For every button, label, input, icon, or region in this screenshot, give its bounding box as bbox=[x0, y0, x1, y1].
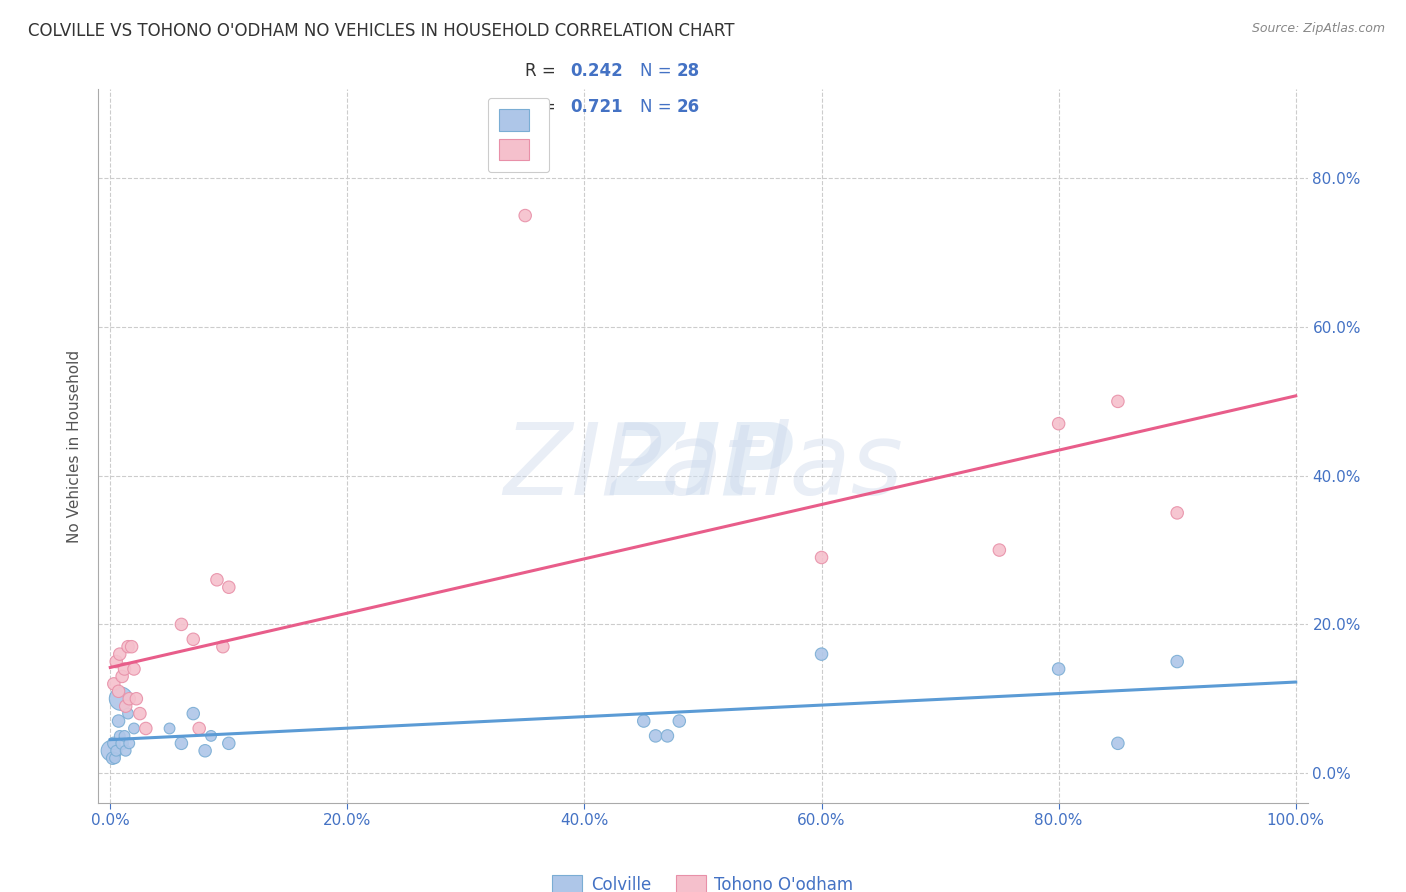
Point bbox=[218, 580, 240, 594]
Point bbox=[170, 736, 193, 750]
Text: 26: 26 bbox=[676, 98, 700, 116]
Text: R =: R = bbox=[526, 98, 555, 116]
Point bbox=[104, 751, 127, 765]
Point bbox=[1166, 655, 1188, 669]
Point bbox=[114, 662, 136, 676]
Point bbox=[218, 736, 240, 750]
Point bbox=[1107, 394, 1129, 409]
Text: N =: N = bbox=[640, 62, 672, 80]
Point bbox=[103, 736, 125, 750]
Point bbox=[111, 669, 134, 683]
Text: ZIPatlas: ZIPatlas bbox=[503, 419, 903, 516]
Point bbox=[212, 640, 235, 654]
Text: 28: 28 bbox=[676, 62, 700, 80]
Point bbox=[181, 706, 204, 721]
Point bbox=[117, 640, 139, 654]
Text: 0.721: 0.721 bbox=[569, 98, 623, 116]
Point bbox=[110, 691, 132, 706]
Point bbox=[108, 647, 131, 661]
Point bbox=[105, 655, 128, 669]
Point bbox=[114, 729, 136, 743]
Point bbox=[103, 677, 125, 691]
Point bbox=[105, 744, 128, 758]
Point bbox=[988, 543, 1011, 558]
Point bbox=[810, 647, 832, 661]
Point bbox=[122, 662, 145, 676]
Point bbox=[129, 706, 152, 721]
Point bbox=[633, 714, 655, 728]
Point bbox=[100, 744, 122, 758]
Point bbox=[114, 699, 136, 714]
Text: 0.242: 0.242 bbox=[569, 62, 623, 80]
Text: Source: ZipAtlas.com: Source: ZipAtlas.com bbox=[1251, 22, 1385, 36]
Point bbox=[122, 722, 145, 736]
Point bbox=[159, 722, 181, 736]
Point bbox=[118, 691, 141, 706]
Text: R =: R = bbox=[526, 62, 555, 80]
Point bbox=[1047, 662, 1070, 676]
Point bbox=[644, 729, 666, 743]
Point bbox=[114, 744, 136, 758]
Legend: Colville, Tohono O'odham: Colville, Tohono O'odham bbox=[546, 868, 860, 892]
Point bbox=[170, 617, 193, 632]
Point bbox=[107, 714, 129, 728]
Point bbox=[108, 729, 131, 743]
Point bbox=[205, 573, 228, 587]
Point bbox=[668, 714, 690, 728]
Point bbox=[1047, 417, 1070, 431]
Point bbox=[188, 722, 211, 736]
Point bbox=[111, 736, 134, 750]
Text: ZIP: ZIP bbox=[612, 419, 794, 516]
Point bbox=[118, 736, 141, 750]
Point bbox=[101, 751, 124, 765]
Y-axis label: No Vehicles in Household: No Vehicles in Household bbox=[67, 350, 83, 542]
Point bbox=[121, 640, 143, 654]
Point bbox=[135, 722, 157, 736]
Point bbox=[657, 729, 679, 743]
Point bbox=[515, 209, 537, 223]
Point bbox=[194, 744, 217, 758]
Text: N =: N = bbox=[640, 98, 672, 116]
Point bbox=[107, 684, 129, 698]
Text: COLVILLE VS TOHONO O'ODHAM NO VEHICLES IN HOUSEHOLD CORRELATION CHART: COLVILLE VS TOHONO O'ODHAM NO VEHICLES I… bbox=[28, 22, 734, 40]
Point bbox=[1166, 506, 1188, 520]
Point bbox=[125, 691, 148, 706]
Point bbox=[181, 632, 204, 647]
Point bbox=[1107, 736, 1129, 750]
Point bbox=[810, 550, 832, 565]
Point bbox=[117, 706, 139, 721]
Point bbox=[200, 729, 222, 743]
